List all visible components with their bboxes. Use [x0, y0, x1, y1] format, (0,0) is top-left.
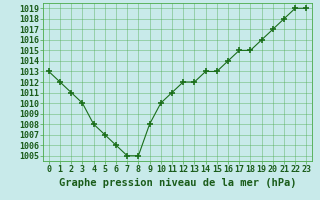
X-axis label: Graphe pression niveau de la mer (hPa): Graphe pression niveau de la mer (hPa)	[59, 178, 296, 188]
